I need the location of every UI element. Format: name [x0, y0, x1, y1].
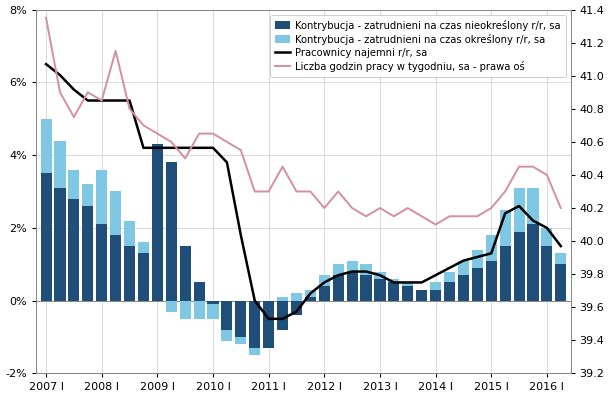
Bar	[361, 275, 371, 300]
Bar	[40, 173, 52, 300]
Bar	[444, 271, 455, 283]
Bar	[110, 191, 121, 235]
Bar	[514, 188, 525, 232]
Bar	[458, 275, 469, 300]
Bar	[221, 300, 232, 330]
Bar	[235, 300, 246, 337]
Bar	[152, 144, 163, 300]
Bar	[555, 264, 566, 300]
Bar	[361, 264, 371, 275]
Bar	[528, 188, 539, 224]
Bar	[291, 293, 302, 300]
Bar	[249, 348, 260, 355]
Bar	[68, 170, 79, 199]
Bar	[555, 254, 566, 264]
Legend: Kontrybucja - zatrudnieni na czas nieokreślony r/r, sa, Kontrybucja - zatrudnien: Kontrybucja - zatrudnieni na czas nieokr…	[270, 15, 565, 76]
Bar	[416, 290, 427, 300]
Bar	[305, 290, 316, 297]
Bar	[96, 170, 107, 224]
Bar	[166, 300, 177, 312]
Bar	[430, 290, 441, 300]
Bar	[430, 283, 441, 290]
Bar	[346, 271, 357, 300]
Bar	[402, 286, 414, 300]
Bar	[332, 275, 344, 300]
Bar	[40, 119, 52, 173]
Bar	[193, 300, 205, 319]
Bar	[528, 224, 539, 300]
Bar	[179, 300, 191, 319]
Bar	[82, 184, 93, 206]
Bar	[472, 250, 483, 268]
Bar	[221, 330, 232, 341]
Bar	[472, 268, 483, 300]
Bar	[54, 188, 65, 300]
Bar	[82, 206, 93, 300]
Bar	[179, 246, 191, 300]
Bar	[486, 261, 497, 300]
Bar	[138, 242, 149, 254]
Bar	[277, 300, 288, 330]
Bar	[486, 235, 497, 261]
Bar	[193, 283, 205, 300]
Bar	[375, 279, 386, 300]
Bar	[110, 235, 121, 300]
Bar	[389, 279, 400, 283]
Bar	[514, 232, 525, 300]
Bar	[207, 300, 218, 304]
Bar	[249, 300, 260, 348]
Bar	[207, 304, 218, 319]
Bar	[235, 337, 246, 344]
Bar	[541, 228, 553, 246]
Bar	[346, 261, 357, 271]
Bar	[68, 199, 79, 300]
Bar	[402, 283, 414, 286]
Bar	[124, 220, 135, 246]
Bar	[263, 300, 274, 348]
Bar	[277, 297, 288, 300]
Bar	[375, 271, 386, 279]
Bar	[444, 283, 455, 300]
Bar	[332, 264, 344, 275]
Bar	[319, 275, 330, 286]
Bar	[96, 224, 107, 300]
Bar	[319, 286, 330, 300]
Bar	[389, 283, 400, 300]
Bar	[458, 261, 469, 275]
Bar	[138, 254, 149, 300]
Bar	[541, 246, 553, 300]
Bar	[500, 210, 511, 246]
Bar	[291, 300, 302, 315]
Bar	[500, 246, 511, 300]
Bar	[305, 297, 316, 300]
Bar	[124, 246, 135, 300]
Bar	[54, 140, 65, 188]
Bar	[166, 162, 177, 300]
